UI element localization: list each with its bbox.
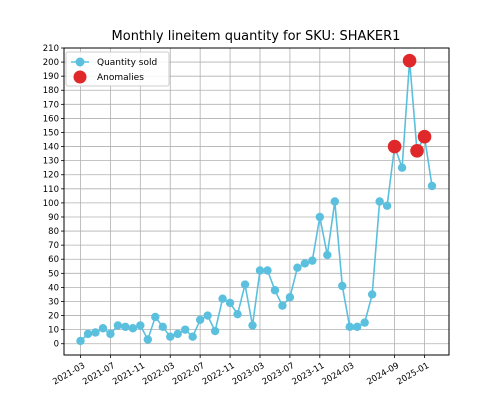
x-tick-label: 2022-11: [201, 361, 237, 387]
data-point: [121, 322, 130, 332]
data-point: [263, 266, 272, 275]
x-tick-label: 2024-03: [320, 361, 356, 387]
data-point: [367, 290, 377, 299]
data-point: [308, 256, 317, 265]
x-tick-label: 2022-07: [171, 361, 207, 387]
data-point: [106, 329, 115, 339]
data-point: [345, 322, 354, 332]
data-point: [382, 201, 392, 210]
data-point: [136, 321, 145, 330]
plot-area: [76, 53, 437, 346]
y-tick-label: 110: [43, 185, 59, 195]
data-point: [315, 212, 325, 222]
legend-label-quantity: Quantity sold: [97, 58, 157, 68]
data-point: [353, 322, 362, 332]
data-point: [181, 325, 190, 334]
data-point: [248, 321, 257, 330]
y-tick-label: 170: [43, 100, 59, 110]
data-point: [225, 298, 235, 308]
y-tick-label: 150: [43, 128, 59, 138]
anomaly-point: [387, 139, 402, 154]
anomaly-point: [417, 129, 432, 144]
y-tick-label: 20: [48, 312, 59, 322]
anomaly-point: [410, 144, 424, 158]
y-tick-label: 190: [43, 72, 59, 82]
y-tick-label: 50: [48, 269, 59, 279]
data-point: [255, 266, 265, 275]
data-point: [166, 332, 175, 341]
y-tick-label: 90: [48, 213, 59, 223]
data-point: [143, 335, 153, 344]
data-point: [338, 281, 347, 291]
data-point: [218, 294, 227, 303]
anomaly-point: [402, 53, 417, 68]
y-tick-label: 30: [48, 297, 59, 307]
y-tick-label: 200: [43, 58, 59, 68]
x-tick-label: 2022-03: [141, 361, 177, 387]
y-tick-label: 40: [48, 283, 59, 293]
data-point: [98, 324, 108, 333]
data-point: [113, 321, 123, 330]
data-point: [427, 181, 437, 191]
data-point: [323, 250, 332, 260]
y-tick-label: 130: [43, 157, 59, 167]
data-point: [293, 263, 302, 272]
data-point: [158, 322, 167, 332]
legend-marker-quantity: [75, 57, 85, 67]
data-point: [83, 329, 93, 339]
chart-title: Monthly lineitem quantity for SKU: SHAKE…: [112, 29, 401, 44]
x-tick-label: 2021-07: [81, 361, 117, 387]
data-point: [210, 326, 220, 336]
y-axis: 0 10 20 30 40 50 60 70 80 90 100 110 120 130 140 150 160…: [43, 44, 64, 350]
y-tick-label: 70: [48, 241, 59, 251]
x-tick-label: 2023-07: [261, 361, 297, 387]
data-point: [270, 286, 280, 295]
plot-frame: [63, 47, 450, 356]
y-tick-label: 60: [48, 255, 59, 265]
y-tick-label: 80: [48, 227, 59, 237]
y-tick-label: 100: [43, 199, 59, 209]
data-point: [375, 197, 384, 206]
data-point: [91, 328, 100, 337]
data-point: [76, 336, 85, 346]
y-tick-label: 180: [43, 86, 59, 96]
x-tick-label: 2023-11: [291, 361, 327, 387]
grid: [64, 47, 449, 355]
y-tick-label: 0: [54, 340, 59, 350]
legend-box: [65, 51, 170, 87]
data-point: [285, 293, 295, 302]
data-point: [240, 280, 250, 289]
y-tick-label: 140: [43, 143, 59, 153]
data-point: [128, 324, 138, 333]
data-point: [188, 332, 197, 341]
data-point: [195, 315, 205, 324]
x-axis: 2021-032021-072021-112022-032022-072022-…: [51, 355, 431, 387]
x-tick-label: 2025-01: [395, 361, 431, 387]
y-tick-label: 120: [43, 171, 59, 181]
data-point: [360, 318, 369, 327]
y-tick-label: 210: [43, 44, 59, 54]
data-point: [173, 329, 182, 339]
data-point: [233, 309, 242, 319]
data-point: [397, 163, 407, 172]
data-point: [151, 312, 160, 322]
legend: Quantity sold Anomalies: [65, 51, 170, 87]
legend-label-anomalies: Anomalies: [97, 73, 144, 83]
x-tick-label: 2024-09: [365, 361, 401, 387]
x-tick-label: 2023-03: [231, 361, 267, 387]
data-point: [300, 259, 310, 268]
x-tick-label: 2021-03: [51, 361, 87, 387]
legend-marker-anomalies: [73, 70, 87, 84]
data-point: [330, 197, 339, 206]
y-tick-label: 160: [43, 114, 59, 124]
data-point: [278, 301, 287, 310]
x-tick-label: 2021-11: [111, 361, 147, 387]
y-tick-label: 10: [48, 326, 59, 336]
data-point: [203, 311, 212, 320]
